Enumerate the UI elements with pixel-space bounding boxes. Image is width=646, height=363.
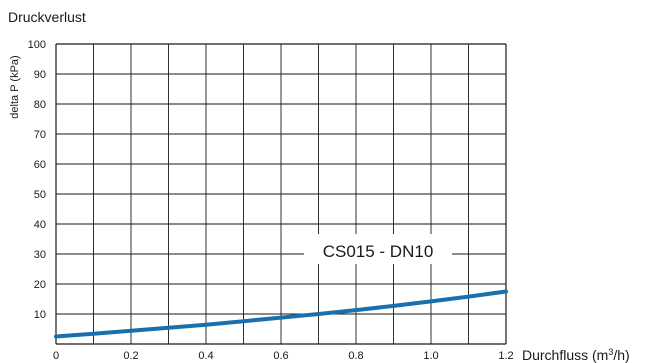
series-label-background — [304, 234, 452, 264]
tick-labels: 0 0.2 0.4 0.6 0.8 1.0 1.2 10 20 30 40 50 60 70 80 90 100 — [28, 39, 514, 362]
y-axis-label: delta P (kPa) — [9, 55, 21, 118]
x-tick-label: 0.6 — [273, 350, 288, 362]
x-tick-label: 1.2 — [498, 350, 513, 362]
x-tick-label: 0 — [53, 350, 59, 362]
x-tick-label: 0.8 — [348, 350, 363, 362]
y-tick-label: 30 — [34, 249, 46, 261]
y-tick-label: 20 — [34, 279, 46, 291]
y-tick-label: 50 — [34, 189, 46, 201]
y-tick-label: 70 — [34, 129, 46, 141]
y-tick-label: 40 — [34, 219, 46, 231]
y-tick-label: 100 — [28, 39, 46, 51]
y-tick-label: 10 — [34, 309, 46, 321]
y-tick-label: 80 — [34, 99, 46, 111]
grid — [55, 43, 507, 345]
x-tick-label: 1.0 — [423, 350, 438, 362]
x-tick-label: 0.4 — [198, 350, 213, 362]
y-tick-label: 60 — [34, 159, 46, 171]
chart-title: Druckverlust — [8, 9, 86, 25]
series-label: CS015 - DN10 — [323, 242, 434, 261]
y-tick-label: 90 — [34, 69, 46, 81]
x-tick-label: 0.2 — [123, 350, 138, 362]
x-axis-label: Durchfluss (m3/h) — [522, 347, 630, 363]
series-group: CS015 - DN10 — [54, 234, 508, 339]
